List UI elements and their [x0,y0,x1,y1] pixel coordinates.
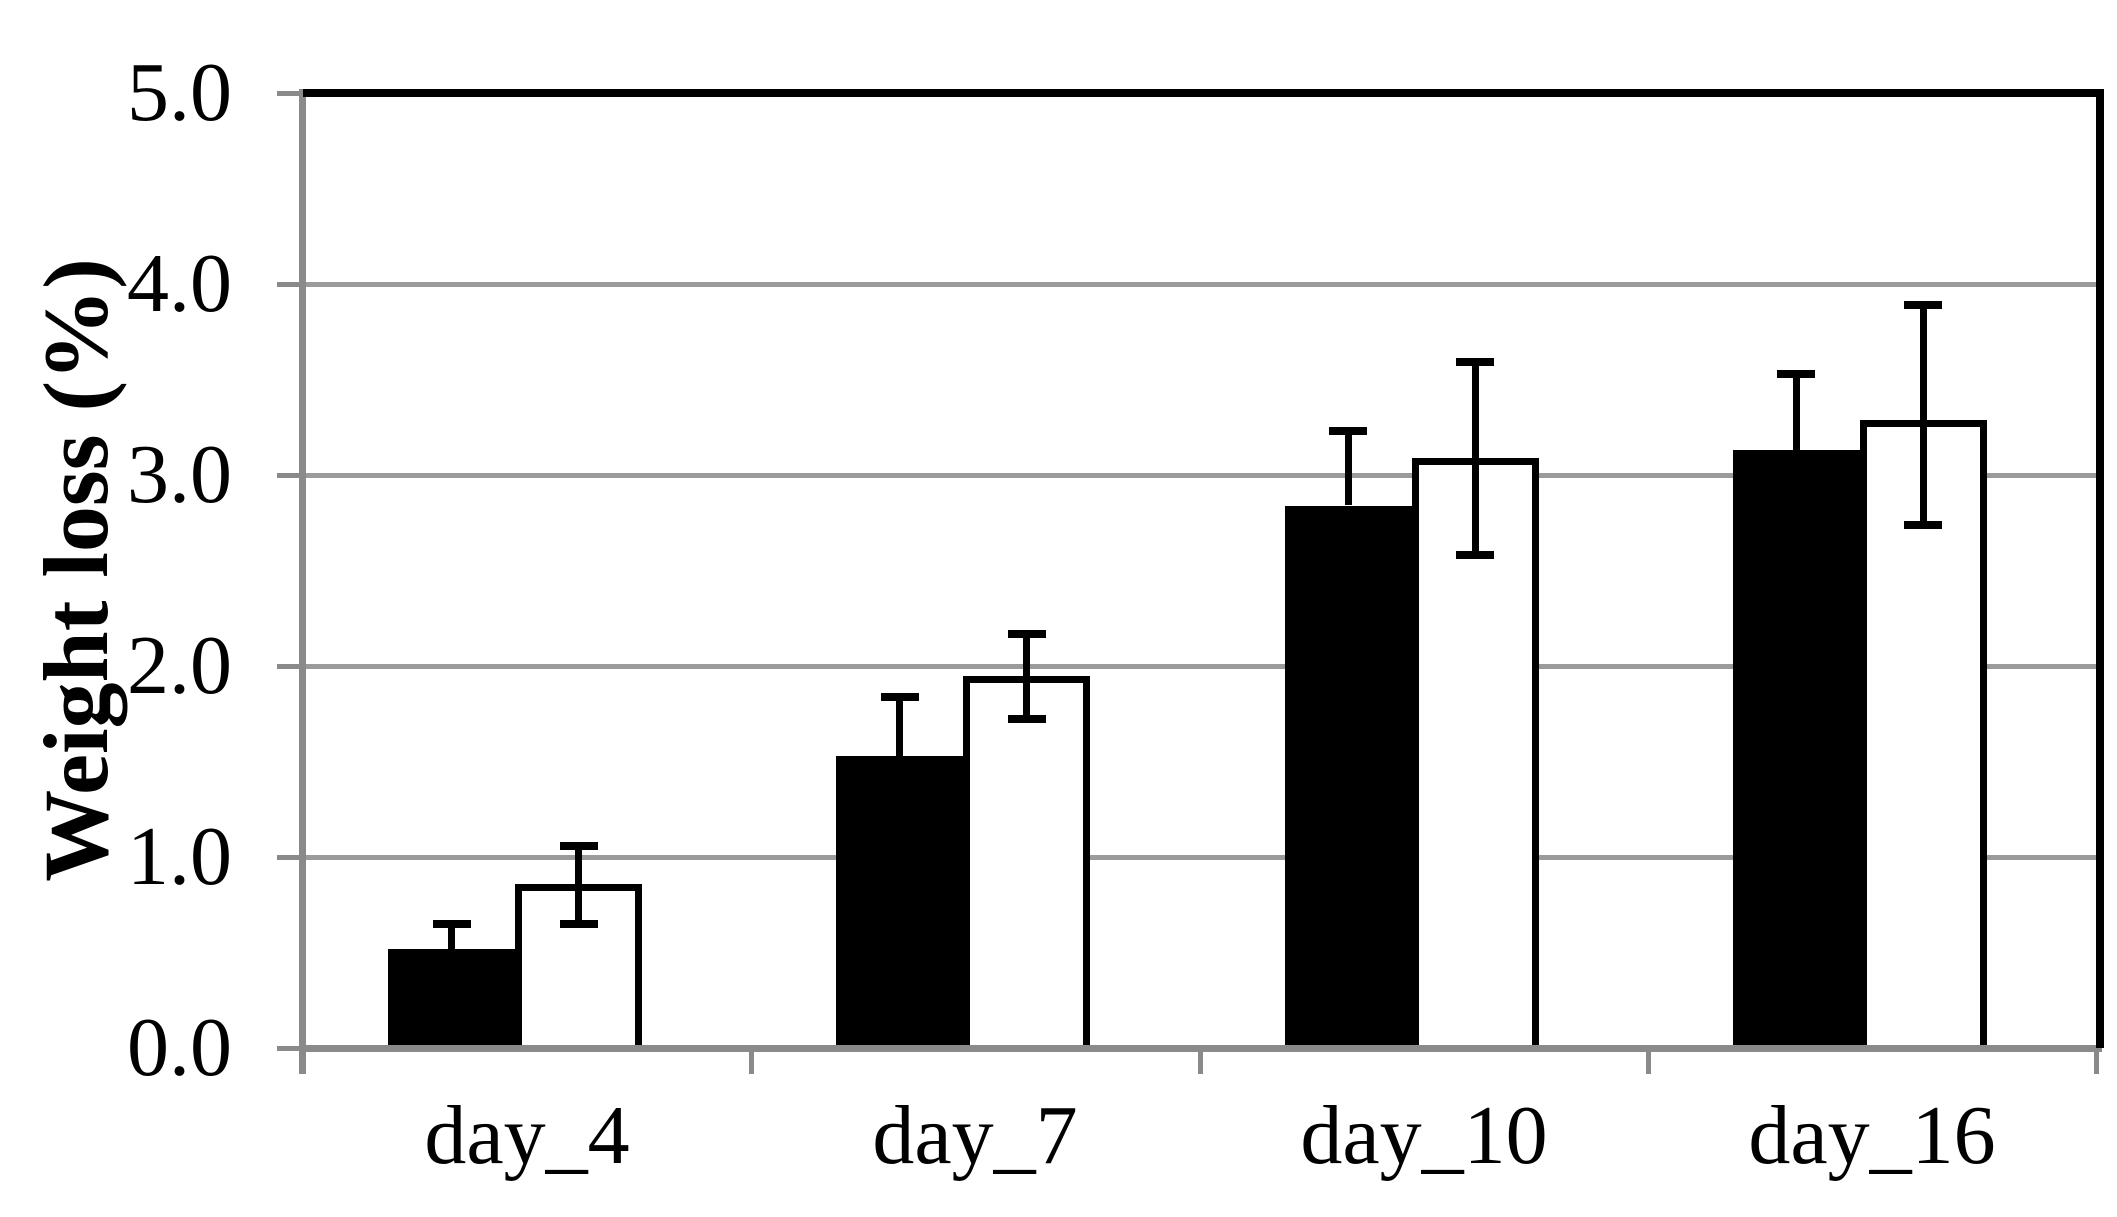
error-bar-stem [1345,431,1352,505]
error-bar-cap [1456,551,1494,559]
y-axis-tick [277,855,303,860]
y-tick-label: 3.0 [127,428,232,521]
bar-black_bars-day_16 [1733,450,1860,1048]
error-bar-cap [1008,630,1046,638]
gridline [303,473,2096,478]
y-tick-label: 2.0 [127,619,232,712]
gridline [303,282,2096,287]
error-bar-stem [1472,362,1479,555]
error-bar-stem [1793,374,1800,450]
error-bar-cap [1456,358,1494,366]
bar-black_bars-day_4 [388,949,515,1048]
plot-border-right [2096,89,2104,1048]
error-bar-cap [1904,301,1942,309]
x-axis-tick [1198,1048,1203,1074]
error-bar-cap [560,920,598,928]
error-bar-stem [575,846,582,924]
bar-black_bars-day_7 [836,756,963,1048]
error-bar-cap [1904,521,1942,529]
plot-border-top [303,89,2104,97]
error-bar-cap [1008,715,1046,723]
y-axis-tick [277,91,303,96]
y-axis-tick [277,1046,303,1051]
error-bar-cap [433,920,471,928]
y-tick-label: 5.0 [127,46,232,139]
bar-white_bars-day_7 [963,676,1090,1048]
bar-black_bars-day_10 [1285,506,1412,1048]
error-bar-stem [448,924,455,949]
error-bar-cap [1777,370,1815,378]
error-bar-cap [560,842,598,850]
x-axis-tick [749,1048,754,1074]
x-tick-label: day_16 [1748,1089,1996,1182]
error-bar-stem [1023,634,1030,720]
error-bar-stem [896,697,903,756]
y-tick-label: 1.0 [127,810,232,903]
gridline [303,664,2096,669]
y-axis-tick [277,664,303,669]
x-axis-tick [2094,1048,2099,1074]
y-axis-tick [277,282,303,287]
x-axis-tick [1646,1048,1651,1074]
gridline [303,855,2096,860]
x-tick-label: day_10 [1300,1089,1548,1182]
y-axis-line [299,89,306,1074]
y-axis-tick [277,473,303,478]
error-bar-cap [1329,427,1367,435]
x-axis-line [299,1045,2102,1052]
y-tick-label: 4.0 [127,237,232,330]
x-tick-label: day_4 [424,1089,630,1182]
error-bar-cap [881,693,919,701]
x-tick-label: day_7 [872,1089,1078,1182]
error-bar-stem [1920,305,1927,525]
y-tick-label: 0.0 [127,1001,232,1094]
